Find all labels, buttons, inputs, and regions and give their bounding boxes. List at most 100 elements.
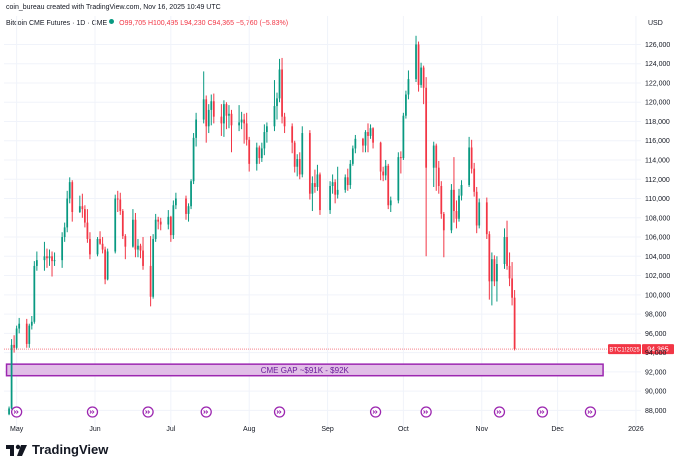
event-marker-glyph — [496, 410, 502, 414]
candle-down — [205, 99, 208, 127]
candle-down — [493, 259, 496, 282]
candle-down — [506, 237, 508, 266]
event-marker-ring — [493, 406, 506, 418]
candle-up — [432, 145, 435, 168]
candle-up — [266, 126, 268, 133]
candle-up — [260, 148, 263, 159]
event-marker-icon[interactable] — [273, 406, 286, 418]
y-tick-label: 94,000 — [645, 350, 667, 357]
event-marker-ring — [369, 406, 382, 418]
candle-down — [473, 168, 476, 192]
event-marker-icon[interactable] — [86, 406, 99, 418]
event-marker-icon[interactable] — [10, 406, 23, 418]
candle-down — [293, 142, 296, 167]
candle-down — [453, 189, 455, 212]
candle-down — [508, 265, 511, 279]
candle-up — [96, 238, 99, 255]
candle-up — [30, 321, 33, 326]
candle-down — [308, 133, 311, 194]
event-marker-ring — [536, 406, 549, 418]
candle-down — [119, 199, 122, 212]
candle-down — [379, 142, 382, 172]
event-marker-icon[interactable] — [493, 406, 506, 418]
candle-up — [276, 98, 278, 107]
candle-up — [450, 189, 453, 231]
candle-up — [66, 198, 69, 228]
candle-down — [185, 198, 187, 214]
x-tick-label: Jun — [89, 426, 100, 433]
y-tick-label: 88,000 — [645, 408, 667, 415]
candle-up — [187, 206, 190, 214]
candle-up — [407, 79, 410, 95]
candle-down — [104, 249, 106, 280]
candle-up — [28, 325, 31, 344]
candle-up — [384, 165, 387, 176]
y-tick-label: 118,000 — [645, 119, 670, 126]
tradingview-brand[interactable]: TradingView — [6, 442, 108, 457]
event-marker-glyph — [89, 410, 95, 414]
candle-up — [349, 163, 352, 186]
x-tick-label: Nov — [476, 426, 489, 433]
candle-up — [296, 159, 299, 167]
x-tick-label: May — [10, 426, 24, 433]
event-marker-icon[interactable] — [536, 406, 549, 418]
y-tick-label: 96,000 — [645, 331, 667, 338]
cme-gap-box — [5, 363, 604, 377]
candles — [8, 35, 516, 416]
event-marker-ring — [584, 406, 597, 418]
candle-up — [15, 328, 18, 348]
x-tick-label: Dec — [551, 426, 564, 433]
event-marker-icon[interactable] — [142, 406, 154, 418]
grid — [4, 16, 641, 428]
candle-up — [33, 265, 36, 322]
candle-up — [43, 256, 46, 261]
candle-down — [139, 245, 142, 251]
candle-up — [420, 67, 422, 85]
cme-gap: CME GAP ~$91K - $92K — [5, 363, 604, 377]
candle-down — [124, 236, 127, 247]
chart-created-note: coin_bureau created with TradingView.com… — [6, 4, 221, 11]
candle-down — [470, 147, 473, 169]
event-marker-icon[interactable] — [584, 406, 597, 418]
candle-down — [291, 126, 294, 143]
candle-up — [48, 256, 51, 259]
candle-down — [435, 145, 438, 168]
event-marker-icon[interactable] — [369, 406, 382, 418]
candle-down — [13, 344, 15, 348]
candle-down — [334, 182, 337, 195]
event-marker-ring — [200, 406, 212, 418]
candle-up — [137, 245, 139, 250]
candle-down — [51, 256, 53, 262]
candle-down — [314, 183, 316, 187]
candle-up — [18, 323, 21, 329]
candle-up — [207, 109, 210, 127]
candle-up — [238, 122, 240, 126]
y-tick-label: 110,000 — [645, 196, 670, 203]
event-marker-ring — [273, 406, 286, 418]
candle-down — [382, 171, 385, 176]
y-tick-label: 120,000 — [645, 100, 670, 107]
candle-up — [167, 216, 170, 225]
symbol-name[interactable]: Bitcoin CME Futures · 1D · CME — [6, 20, 108, 27]
candle-down — [225, 104, 228, 116]
candle-up — [53, 260, 56, 262]
candle-up — [190, 181, 192, 207]
candle-up — [402, 115, 405, 159]
candle-down — [258, 147, 261, 159]
market-status-icon — [109, 19, 115, 24]
candle-up — [336, 189, 339, 195]
event-marker-icon[interactable] — [200, 406, 212, 418]
event-marker-ring — [10, 406, 23, 418]
candle-up — [263, 132, 266, 149]
candle-down — [169, 216, 172, 236]
candle-up — [273, 106, 276, 127]
x-tick-label: Aug — [243, 426, 256, 433]
candle-down — [81, 206, 84, 210]
candle-up — [228, 113, 230, 116]
candle-down — [425, 87, 428, 168]
candle-down — [134, 219, 137, 250]
candle-up — [255, 147, 258, 164]
candle-up — [496, 264, 498, 282]
event-marker-icon[interactable] — [420, 406, 432, 418]
